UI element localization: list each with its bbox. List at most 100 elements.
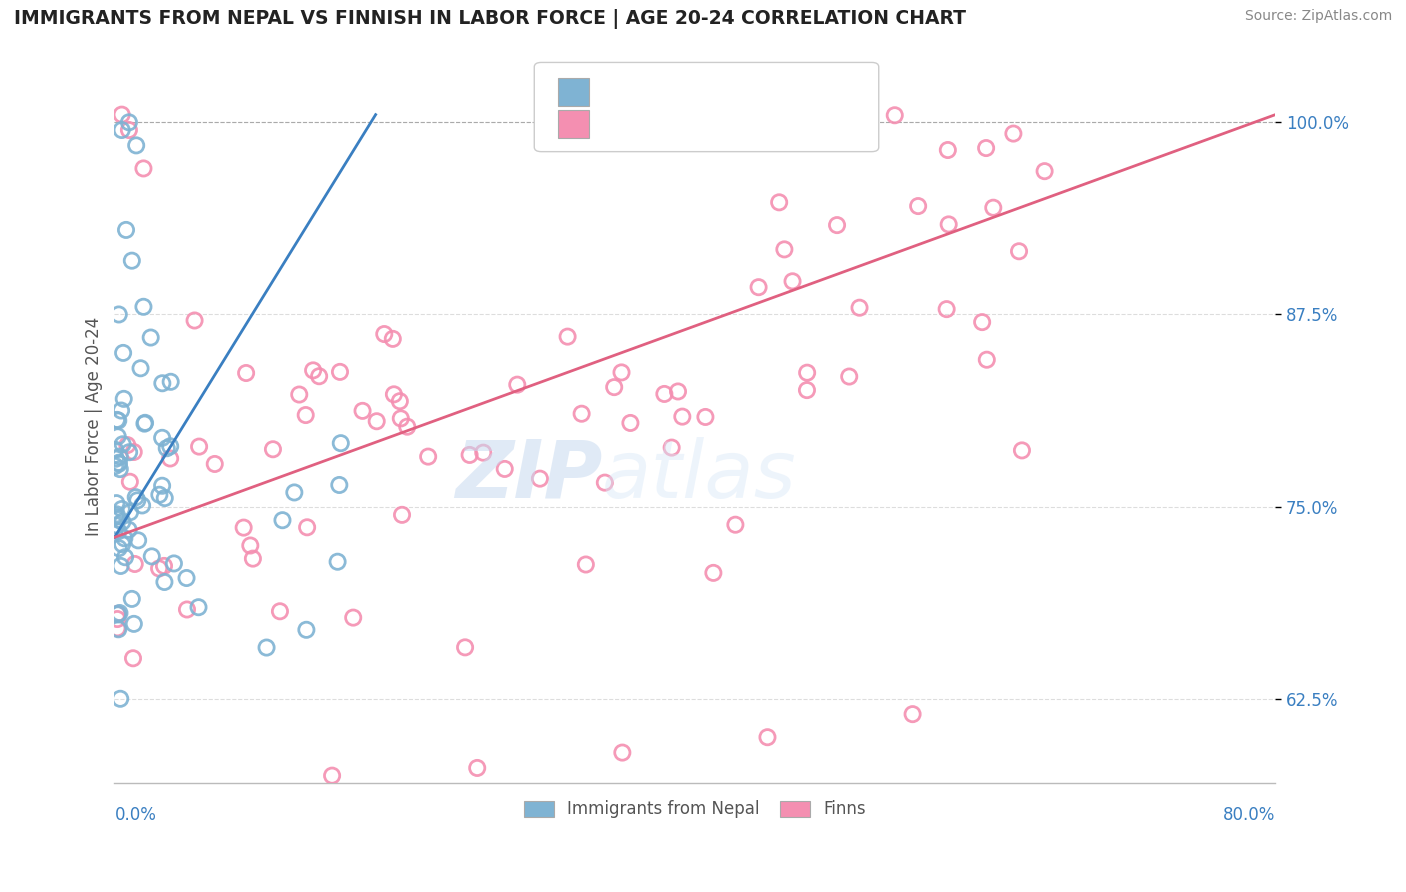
Point: [125, 138, 148, 153]
Text: atlas: atlas: [602, 437, 797, 515]
Point: [110, 558, 132, 573]
Point: [262, 442, 284, 457]
Point: [901, 707, 924, 722]
Point: [848, 301, 870, 315]
Point: [342, 610, 364, 624]
Point: [176, 602, 198, 616]
Point: [159, 439, 181, 453]
Point: [105, 621, 128, 635]
Point: [204, 457, 226, 471]
Point: [883, 108, 905, 122]
Point: [150, 431, 173, 445]
Point: [666, 384, 689, 399]
Point: [111, 502, 134, 516]
Point: [381, 332, 404, 346]
Point: [232, 520, 254, 534]
Point: [187, 600, 209, 615]
Point: [107, 524, 129, 539]
Point: [454, 640, 477, 655]
Point: [105, 607, 128, 621]
Point: [124, 557, 146, 571]
Point: [107, 456, 129, 470]
Point: [105, 413, 128, 427]
Point: [695, 409, 717, 424]
Point: [112, 392, 135, 406]
Point: [329, 436, 352, 450]
Point: [111, 537, 134, 551]
Point: [183, 313, 205, 327]
Point: [107, 622, 129, 636]
Point: [612, 746, 634, 760]
Point: [472, 445, 495, 459]
Point: [302, 363, 325, 377]
Point: [271, 513, 294, 527]
Point: [936, 143, 959, 157]
Point: [838, 369, 860, 384]
Point: [132, 161, 155, 176]
Point: [150, 479, 173, 493]
Point: [118, 475, 141, 489]
Point: [104, 458, 127, 473]
Point: [176, 571, 198, 585]
Point: [976, 352, 998, 367]
Point: [329, 365, 352, 379]
Point: [269, 604, 291, 618]
Point: [120, 505, 142, 519]
Point: [122, 651, 145, 665]
Y-axis label: In Labor Force | Age 20-24: In Labor Force | Age 20-24: [86, 317, 103, 535]
Point: [188, 440, 211, 454]
Text: R = 0.417   N = 88: R = 0.417 N = 88: [600, 115, 785, 133]
Point: [981, 201, 1004, 215]
Point: [825, 218, 848, 232]
Text: IMMIGRANTS FROM NEPAL VS FINNISH IN LABOR FORCE | AGE 20-24 CORRELATION CHART: IMMIGRANTS FROM NEPAL VS FINNISH IN LABO…: [14, 9, 966, 29]
Point: [121, 591, 143, 606]
Point: [907, 199, 929, 213]
Point: [382, 387, 405, 401]
Point: [117, 523, 139, 537]
Point: [107, 308, 129, 322]
Point: [153, 574, 176, 589]
Point: [529, 472, 551, 486]
Point: [129, 361, 152, 376]
Point: [118, 115, 141, 129]
Point: [159, 375, 181, 389]
Point: [134, 417, 156, 431]
Point: [288, 387, 311, 401]
Point: [1002, 127, 1025, 141]
Text: 80.0%: 80.0%: [1223, 806, 1275, 824]
Point: [619, 416, 641, 430]
Point: [654, 387, 676, 401]
Point: [111, 515, 134, 529]
Point: [366, 414, 388, 428]
Point: [105, 612, 128, 626]
Point: [661, 441, 683, 455]
Point: [756, 730, 779, 744]
Point: [1033, 164, 1056, 178]
Point: [256, 640, 278, 655]
Point: [112, 531, 135, 545]
Point: [388, 394, 411, 409]
Point: [1008, 244, 1031, 259]
Point: [458, 448, 481, 462]
Point: [159, 451, 181, 466]
Point: [115, 223, 138, 237]
Point: [163, 557, 186, 571]
Point: [938, 218, 960, 232]
Point: [610, 365, 633, 379]
Point: [112, 346, 135, 360]
Point: [242, 551, 264, 566]
Point: [1011, 443, 1033, 458]
Point: [127, 493, 149, 508]
Point: [122, 445, 145, 459]
Point: [389, 411, 412, 425]
Point: [107, 414, 129, 428]
Point: [122, 616, 145, 631]
Point: [972, 315, 994, 329]
Point: [111, 123, 134, 137]
Point: [974, 141, 997, 155]
Point: [107, 541, 129, 556]
Point: [150, 376, 173, 391]
Point: [506, 377, 529, 392]
Point: [118, 123, 141, 137]
Point: [418, 450, 440, 464]
